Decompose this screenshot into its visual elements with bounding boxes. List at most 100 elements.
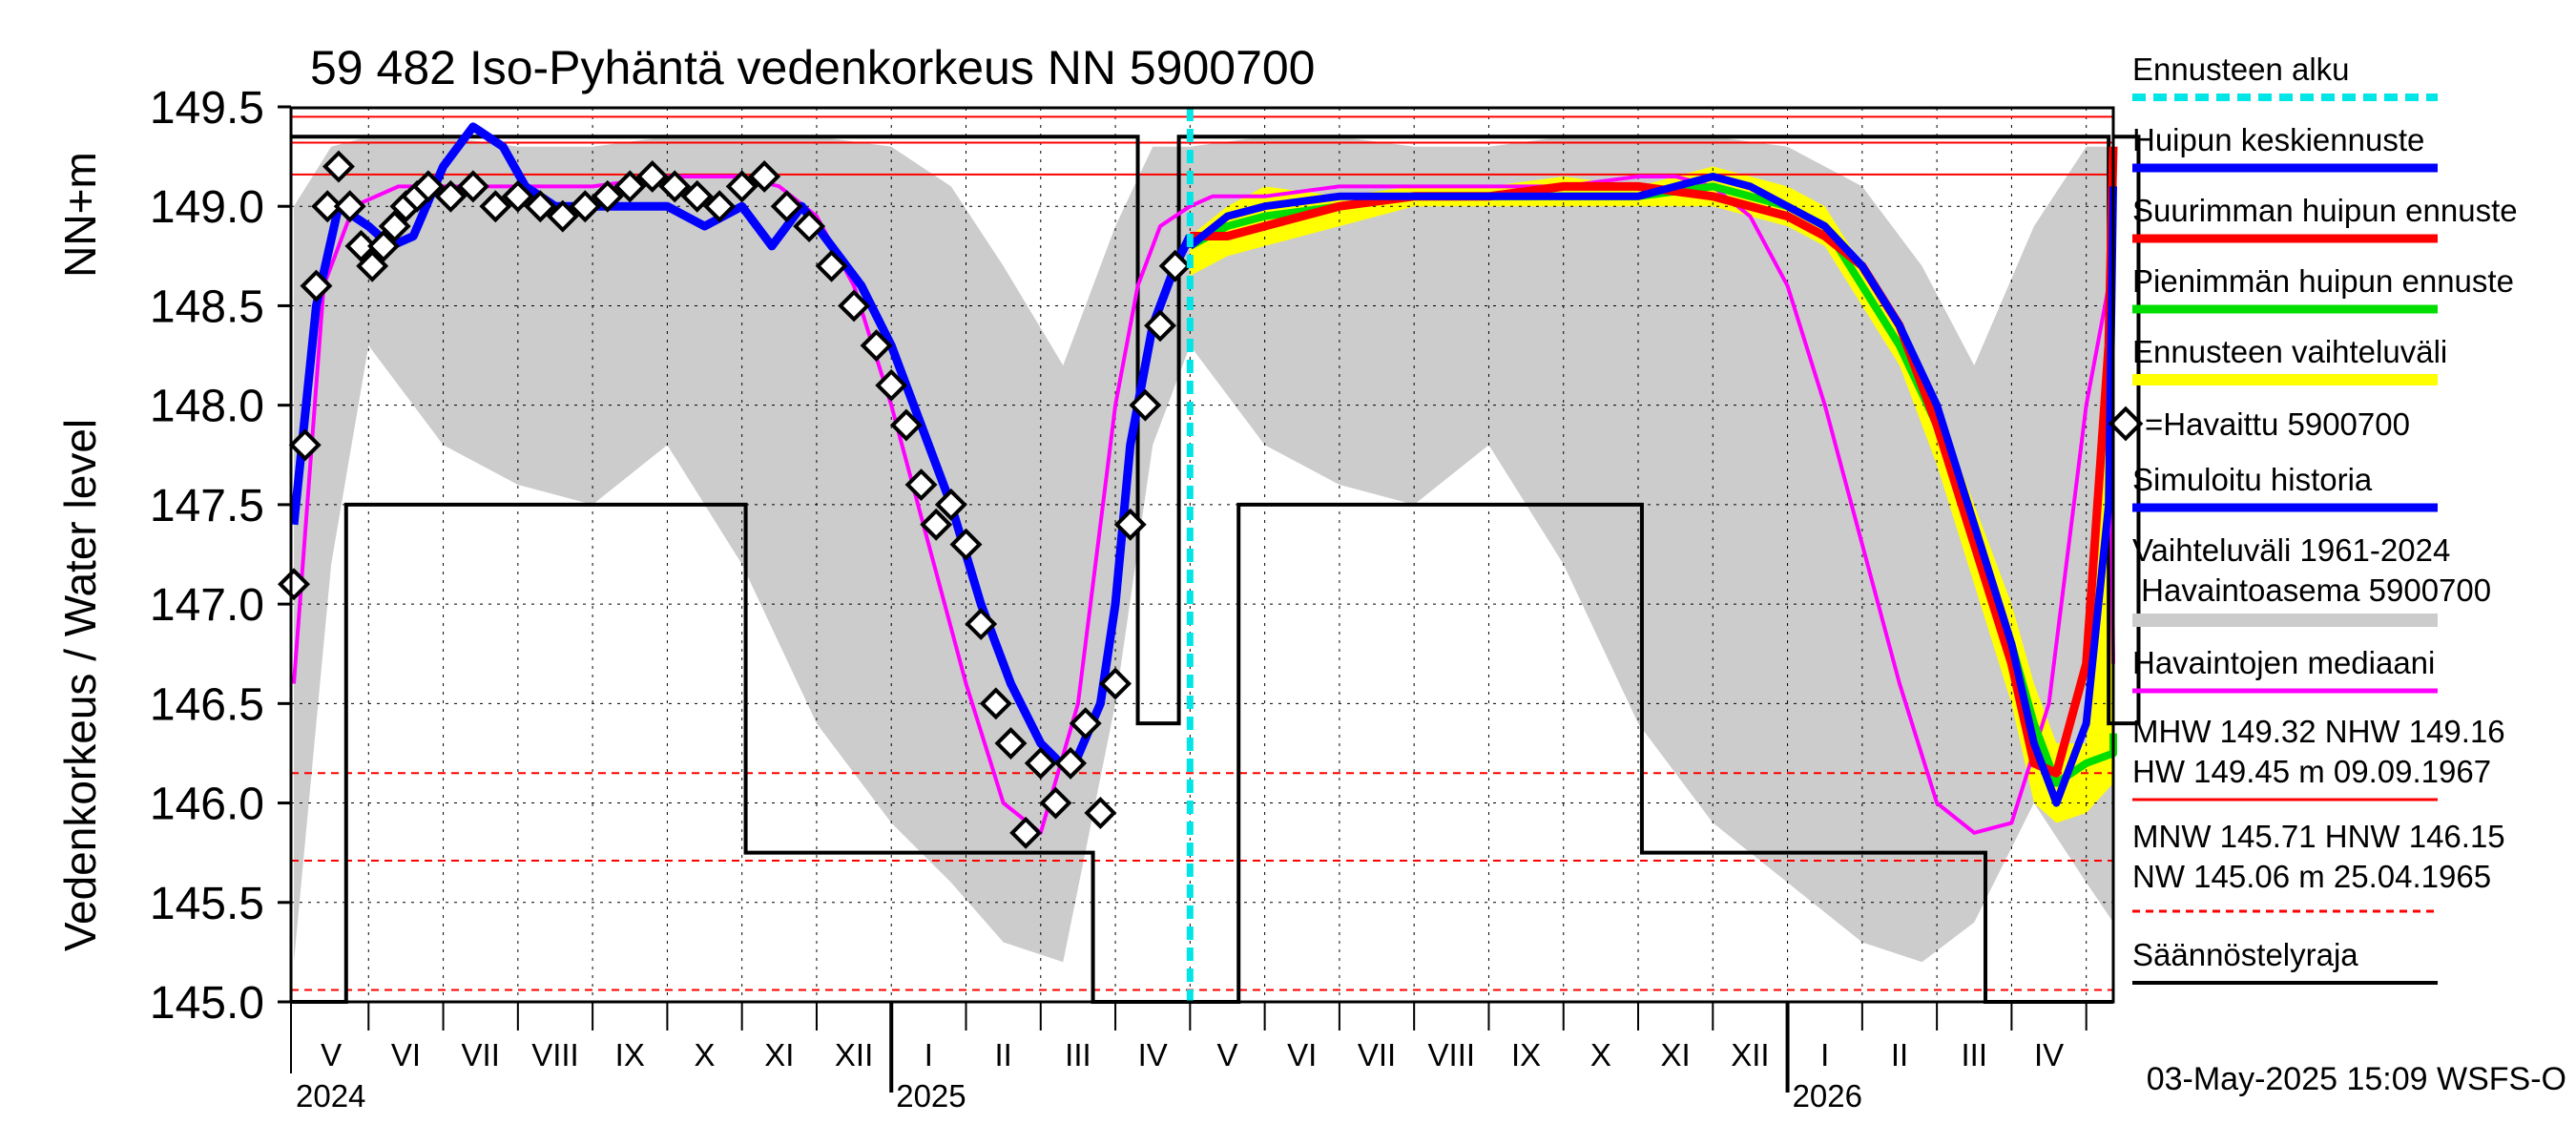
observed-point xyxy=(1039,786,1072,820)
month-label: IX xyxy=(1511,1037,1541,1072)
month-label: VIII xyxy=(531,1037,579,1072)
legend-nw-line2: NW 145.06 m 25.04.1965 xyxy=(2132,859,2491,894)
legend-range-line1: Vaihteluväli 1961-2024 xyxy=(2132,532,2450,568)
legend: Ennusteen alku Huipun keskiennuste Suuri… xyxy=(2108,52,2518,985)
legend-min-peak: Pienimmän huipun ennuste xyxy=(2132,263,2514,299)
y-tick-label: 145.0 xyxy=(150,978,264,1029)
axes: 145.0 145.5 146.0 146.5 147.0 147.5 148.0 148.5… xyxy=(150,83,2088,1114)
observed-point xyxy=(1024,746,1057,780)
mean-peak-forecast-line xyxy=(1187,172,2117,807)
month-label: III xyxy=(1962,1037,1988,1072)
month-label: VI xyxy=(391,1037,421,1072)
y-tick-label: 149.0 xyxy=(150,182,264,233)
grid xyxy=(291,106,2113,1003)
legend-regulation: Säännöstelyraja xyxy=(2132,937,2358,972)
observed-point xyxy=(1129,388,1162,422)
observed-point xyxy=(815,249,848,282)
legend-forecast-range: Ennusteen vaihteluväli xyxy=(2132,334,2447,369)
observed-point xyxy=(344,229,378,262)
observed-point xyxy=(860,329,893,363)
historical-range-band xyxy=(294,136,2113,963)
observed-point xyxy=(920,508,953,541)
month-label: I xyxy=(1820,1037,1829,1072)
observed-point xyxy=(1084,797,1117,829)
observed-point xyxy=(838,289,871,323)
observed-point xyxy=(725,170,758,203)
y-tick-label: 148.0 xyxy=(150,382,264,432)
month-label: VI xyxy=(1287,1037,1317,1072)
legend-simulated: Simuloitu historia xyxy=(2132,462,2373,497)
observed-point xyxy=(889,408,923,442)
observed-point xyxy=(680,179,714,213)
observed-point xyxy=(1158,249,1192,282)
month-label: II xyxy=(994,1037,1011,1072)
month-label: X xyxy=(1590,1037,1611,1072)
observed-point xyxy=(949,528,983,561)
plot-frame xyxy=(289,106,2115,1004)
legend-range-line2: Havaintoasema 5900700 xyxy=(2132,572,2491,608)
observed-point xyxy=(703,190,737,223)
legend-nw-line1: MNW 145.71 HNW 146.15 xyxy=(2132,819,2505,854)
observed-point xyxy=(356,249,389,282)
year-label: 2024 xyxy=(296,1078,365,1114)
footer-timestamp: 03-May-2025 15:09 WSFS-O xyxy=(2147,1061,2566,1097)
legend-forecast-start: Ennusteen alku xyxy=(2132,52,2350,87)
legend-hw-line2: HW 149.45 m 09.09.1967 xyxy=(2132,754,2491,789)
observed-point xyxy=(378,210,411,243)
legend-hw-line1: MHW 149.32 NHW 149.16 xyxy=(2132,714,2505,749)
y-tick-label: 145.5 xyxy=(150,879,264,929)
month-label: XII xyxy=(835,1037,873,1072)
chart-title: 59 482 Iso-Pyhäntä vedenkorkeus NN 59007… xyxy=(310,41,1316,94)
observed-point xyxy=(748,159,781,193)
observed-markers xyxy=(278,150,1192,849)
month-label: VII xyxy=(462,1037,500,1072)
month-label: III xyxy=(1065,1037,1091,1072)
y-axis-unit: NN+m xyxy=(55,152,105,278)
month-label: V xyxy=(1216,1037,1237,1072)
month-label: XI xyxy=(1661,1037,1691,1072)
variation-bands xyxy=(294,136,2113,963)
observed-point xyxy=(904,468,938,502)
observed-point xyxy=(1113,508,1147,541)
month-label: XII xyxy=(1731,1037,1769,1072)
observed-point xyxy=(965,607,998,640)
y-tick-label: 149.5 xyxy=(150,83,264,134)
y-tick-label: 146.0 xyxy=(150,780,264,830)
month-label: V xyxy=(321,1037,342,1072)
y-tick-label: 146.5 xyxy=(150,679,264,730)
observed-point xyxy=(569,190,602,223)
legend-mean-peak: Huipun keskiennuste xyxy=(2132,122,2424,157)
y-tick-label: 147.5 xyxy=(150,481,264,531)
observed-point xyxy=(278,568,310,601)
y-tick-label: 147.0 xyxy=(150,580,264,631)
observed-point xyxy=(501,179,534,213)
observed-point xyxy=(300,269,333,302)
month-label: VIII xyxy=(1428,1037,1476,1072)
year-label: 2026 xyxy=(1793,1078,1862,1114)
observed-point xyxy=(1099,667,1132,700)
legend-median: Havaintojen mediaani xyxy=(2132,645,2435,680)
observed-point xyxy=(770,190,803,223)
observed-point xyxy=(635,159,669,193)
observed-point xyxy=(456,170,489,203)
reference-lines xyxy=(291,115,2113,991)
y-axis-label: Vedenkorkeus / Water level xyxy=(55,419,105,951)
legend-max-peak: Suurimman huipun ennuste xyxy=(2132,193,2518,228)
observed-point xyxy=(934,488,967,521)
observed-point xyxy=(979,687,1012,720)
legend-observed: =Havaittu 5900700 xyxy=(2145,406,2410,442)
month-label: II xyxy=(1891,1037,1908,1072)
observed-point xyxy=(591,179,624,213)
month-label: XI xyxy=(764,1037,794,1072)
observed-point xyxy=(994,727,1028,760)
month-label: I xyxy=(924,1037,933,1072)
observed-point xyxy=(875,368,908,402)
observed-point xyxy=(411,170,445,203)
month-label: IX xyxy=(615,1037,645,1072)
legend-observed-marker xyxy=(2108,406,2144,442)
regulation-upper xyxy=(291,135,2141,726)
observed-point xyxy=(546,199,579,233)
observed-point xyxy=(311,190,344,223)
observed-point xyxy=(288,428,322,462)
